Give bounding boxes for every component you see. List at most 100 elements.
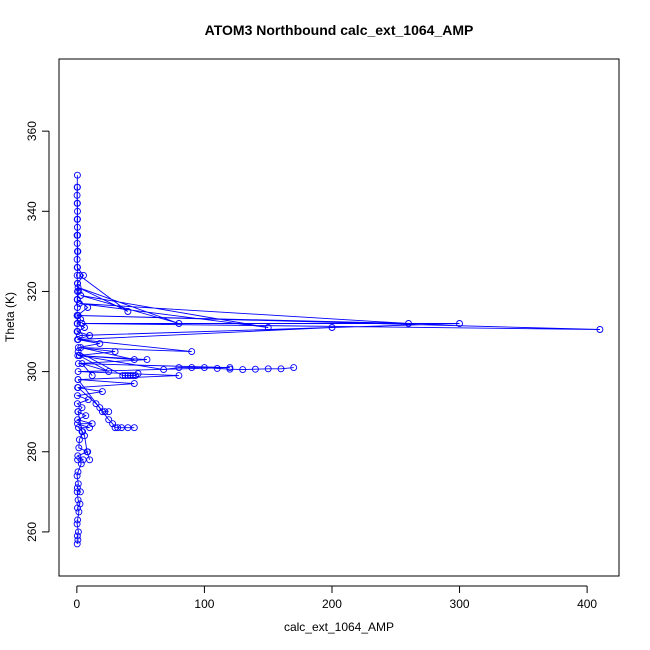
data-point — [84, 396, 92, 404]
data-point — [114, 424, 122, 432]
data-point — [74, 283, 82, 291]
data-point — [101, 408, 109, 416]
data-point — [73, 279, 81, 287]
data-point — [188, 364, 196, 372]
data-point — [73, 183, 81, 191]
data-point — [88, 372, 96, 380]
data-point — [74, 207, 81, 215]
data-point — [74, 516, 82, 524]
data-point — [130, 356, 138, 364]
data-point — [73, 400, 81, 408]
data-point — [239, 366, 247, 374]
data-point — [143, 356, 151, 364]
data-point — [73, 304, 81, 311]
data-point — [78, 404, 86, 412]
x-axis-label: calc_ext_1064_AMP — [284, 620, 394, 634]
x-tick-label: 300 — [450, 597, 470, 611]
y-axis: 260 280 300 320 340 360 — [25, 121, 50, 542]
y-tick-label: 300 — [25, 361, 39, 381]
data-point — [175, 364, 183, 372]
data-point — [74, 408, 82, 416]
data-point — [73, 296, 81, 303]
data-point — [75, 508, 83, 516]
data-point — [73, 532, 81, 540]
data-point — [92, 400, 100, 408]
data-point — [75, 271, 83, 279]
data-point — [74, 480, 82, 488]
data-point — [73, 215, 81, 223]
data-point — [73, 239, 81, 247]
data-point — [160, 366, 168, 374]
data-point — [105, 368, 113, 376]
plot-frame — [58, 58, 620, 577]
data-point — [74, 336, 82, 343]
data-point — [121, 372, 129, 380]
data-point — [82, 412, 90, 420]
data-point — [74, 376, 82, 384]
data-point — [188, 348, 196, 356]
y-tick-label: 340 — [25, 201, 39, 221]
data-point — [290, 364, 298, 372]
data-point — [75, 332, 83, 339]
data-point — [96, 340, 104, 348]
data-point — [596, 326, 604, 333]
series-line — [77, 351, 139, 377]
data-point — [73, 271, 81, 279]
data-point — [81, 432, 88, 440]
y-tick-label: 280 — [25, 441, 39, 461]
data-point — [74, 263, 81, 271]
data-point — [75, 424, 82, 432]
x-tick-label: 0 — [74, 597, 81, 611]
data-point — [74, 468, 82, 476]
data-point — [74, 368, 82, 376]
data-point — [73, 472, 81, 480]
data-point — [73, 540, 81, 548]
data-point — [74, 231, 82, 239]
data-point — [73, 312, 81, 319]
data-point — [124, 308, 132, 315]
data-point — [75, 300, 83, 307]
x-axis: 0 100 200 300 400 — [74, 585, 597, 611]
data-point — [74, 416, 82, 424]
data-point — [86, 332, 94, 339]
data-point — [251, 365, 259, 373]
chart-title: ATOM3 Northbound calc_ext_1064_AMP — [205, 22, 474, 38]
data-point — [328, 324, 336, 331]
data-point — [456, 320, 463, 327]
data-point — [134, 370, 142, 378]
data-point — [74, 420, 81, 428]
data-point — [74, 528, 82, 536]
data-point — [73, 484, 81, 492]
data-point — [74, 344, 82, 352]
data-point — [73, 328, 81, 335]
data-points — [73, 171, 604, 548]
data-point — [213, 364, 221, 372]
data-point — [73, 199, 81, 207]
data-point — [130, 380, 138, 388]
data-point — [226, 365, 234, 373]
data-point — [73, 255, 81, 263]
data-point — [75, 444, 83, 452]
data-point — [119, 372, 127, 380]
series-line — [77, 379, 135, 429]
data-point — [111, 348, 119, 356]
data-point — [124, 372, 132, 380]
data-point — [98, 388, 106, 396]
data-point — [105, 408, 113, 416]
data-point — [175, 372, 183, 380]
data-point — [73, 171, 81, 179]
data-lines — [75, 175, 600, 544]
data-point — [75, 352, 83, 360]
y-axis-label: Theta (K) — [3, 292, 17, 342]
y-tick-label: 320 — [25, 281, 39, 301]
data-point — [73, 320, 81, 327]
data-point — [73, 247, 81, 255]
data-point — [84, 304, 92, 311]
data-point — [73, 191, 81, 199]
y-tick-label: 360 — [25, 121, 39, 141]
data-point — [74, 360, 82, 368]
data-point — [78, 320, 86, 327]
x-tick-label: 100 — [194, 597, 214, 611]
data-point — [277, 365, 285, 373]
